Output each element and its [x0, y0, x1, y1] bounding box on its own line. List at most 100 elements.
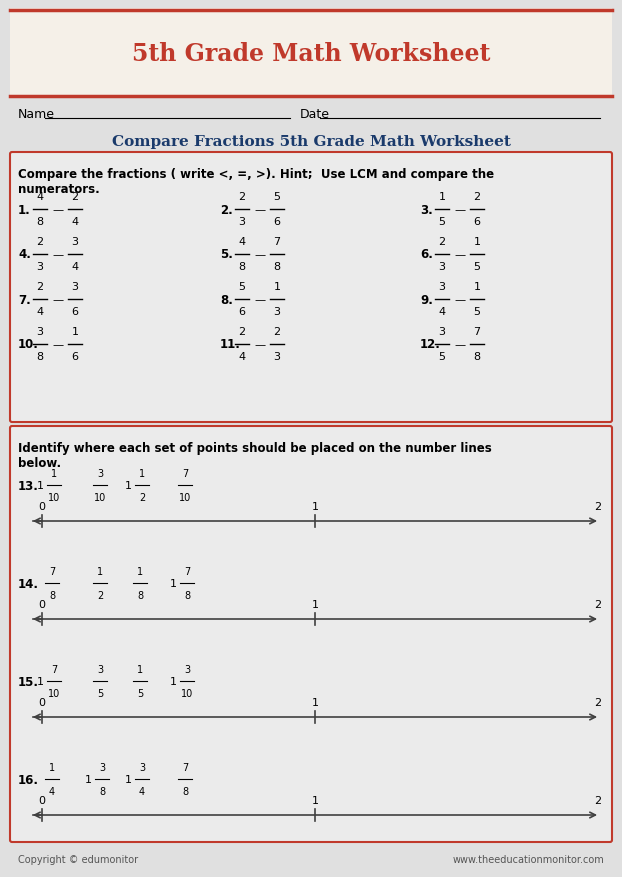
Text: 3: 3: [139, 763, 145, 773]
Text: 4: 4: [139, 787, 145, 797]
Text: —: —: [52, 295, 63, 305]
Text: 1.: 1.: [18, 203, 30, 217]
Text: 8: 8: [182, 787, 188, 797]
Text: 8: 8: [238, 262, 246, 272]
Text: 2: 2: [473, 192, 481, 202]
Text: 10: 10: [181, 689, 193, 699]
Text: 4: 4: [72, 262, 78, 272]
Text: 0: 0: [39, 502, 45, 512]
Text: 5: 5: [238, 282, 246, 292]
Text: 1: 1: [125, 481, 132, 491]
Text: 1: 1: [85, 775, 92, 785]
Text: 10: 10: [48, 689, 60, 699]
Text: —: —: [455, 205, 465, 215]
Text: 2: 2: [37, 237, 44, 247]
Text: 16.: 16.: [18, 774, 39, 787]
Text: 2: 2: [97, 591, 103, 601]
Text: 10: 10: [94, 493, 106, 503]
Text: —: —: [52, 205, 63, 215]
Text: 5: 5: [274, 192, 281, 202]
Text: —: —: [254, 250, 266, 260]
Text: 6: 6: [274, 217, 281, 227]
Text: Identify where each set of points should be placed on the number lines
below.: Identify where each set of points should…: [18, 442, 492, 470]
Text: 5: 5: [473, 262, 481, 272]
Text: 8: 8: [184, 591, 190, 601]
Text: 12.: 12.: [420, 339, 441, 352]
Text: 2: 2: [72, 192, 78, 202]
Text: —: —: [52, 340, 63, 350]
Text: 3: 3: [97, 665, 103, 675]
Text: 0: 0: [39, 698, 45, 708]
Text: Date: Date: [300, 109, 330, 122]
Text: 7: 7: [473, 327, 481, 337]
Text: 5: 5: [97, 689, 103, 699]
Text: 9.: 9.: [420, 294, 433, 306]
Text: 5: 5: [473, 307, 481, 317]
Text: Compare the fractions ( write <, =, >). Hint;  Use LCM and compare the
numerator: Compare the fractions ( write <, =, >). …: [18, 168, 494, 196]
Text: 10: 10: [48, 493, 60, 503]
Text: 1: 1: [125, 775, 132, 785]
Text: 2: 2: [595, 796, 601, 806]
Text: 7.: 7.: [18, 294, 30, 306]
Text: 13.: 13.: [18, 480, 39, 493]
Text: 14.: 14.: [18, 577, 39, 590]
Text: 5: 5: [137, 689, 143, 699]
Text: 8: 8: [137, 591, 143, 601]
Text: 2.: 2.: [220, 203, 233, 217]
Text: 3: 3: [72, 237, 78, 247]
Text: 1: 1: [37, 677, 44, 687]
Text: 10: 10: [179, 493, 191, 503]
Text: 3: 3: [439, 262, 445, 272]
Text: 2: 2: [274, 327, 281, 337]
Text: 8.: 8.: [220, 294, 233, 306]
Text: 3: 3: [274, 307, 281, 317]
Text: 1: 1: [97, 567, 103, 577]
Text: 1: 1: [312, 698, 318, 708]
Text: 8: 8: [37, 217, 44, 227]
Text: 2: 2: [238, 327, 246, 337]
Text: 1: 1: [170, 579, 177, 589]
Text: 3: 3: [439, 327, 445, 337]
Text: 3: 3: [37, 327, 44, 337]
Text: 6: 6: [72, 352, 78, 362]
Text: —: —: [52, 250, 63, 260]
Text: —: —: [455, 295, 465, 305]
Text: 3: 3: [439, 282, 445, 292]
Text: 3: 3: [72, 282, 78, 292]
Text: 4: 4: [37, 192, 44, 202]
Text: 5.: 5.: [220, 248, 233, 261]
Text: Compare Fractions 5th Grade Math Worksheet: Compare Fractions 5th Grade Math Workshe…: [111, 135, 511, 149]
Text: 15.: 15.: [18, 675, 39, 688]
Text: 4.: 4.: [18, 248, 31, 261]
Text: 7: 7: [49, 567, 55, 577]
Text: 7: 7: [274, 237, 281, 247]
Bar: [10, 8, 612, 98]
Text: 8: 8: [473, 352, 481, 362]
Text: 6: 6: [72, 307, 78, 317]
Text: 5: 5: [439, 352, 445, 362]
Text: 7: 7: [184, 567, 190, 577]
Text: 2: 2: [595, 600, 601, 610]
Text: 1: 1: [137, 665, 143, 675]
Text: —: —: [455, 340, 465, 350]
Text: 3.: 3.: [420, 203, 433, 217]
Text: 3: 3: [184, 665, 190, 675]
Text: 7: 7: [182, 469, 188, 479]
Text: Copyright © edumonitor: Copyright © edumonitor: [18, 855, 138, 865]
Text: 3: 3: [274, 352, 281, 362]
Text: 1: 1: [439, 192, 445, 202]
Text: 8: 8: [37, 352, 44, 362]
Text: 4: 4: [72, 217, 78, 227]
Text: 3: 3: [97, 469, 103, 479]
Text: 4: 4: [238, 352, 246, 362]
Text: 3: 3: [99, 763, 105, 773]
Text: 1: 1: [72, 327, 78, 337]
Text: 2: 2: [595, 698, 601, 708]
Text: 4: 4: [238, 237, 246, 247]
Text: 3: 3: [37, 262, 44, 272]
Text: 10.: 10.: [18, 339, 39, 352]
Text: 1: 1: [312, 796, 318, 806]
Text: 7: 7: [182, 763, 188, 773]
Text: 1: 1: [170, 677, 177, 687]
Text: 1: 1: [312, 502, 318, 512]
